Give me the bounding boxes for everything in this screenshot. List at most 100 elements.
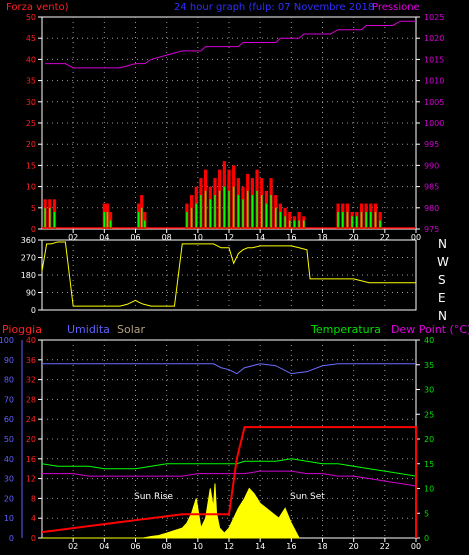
wind-avg-bar [137,212,140,229]
wind-avg-bar [237,195,240,229]
dewpoint-right-tick-label: 40 [424,336,434,345]
wind-avg-bar [209,199,212,229]
dir-left-tick-label: 270 [21,254,36,263]
wind-time-label: 22 [380,233,390,242]
wind-avg-bar [370,212,372,229]
wind-avg-bar [293,220,296,229]
climate-time-label: 22 [380,542,390,551]
wind-left-tick-label: 50 [26,13,36,22]
umidita-tick-label: 30 [4,475,14,484]
wind-time-label: 10 [193,233,203,242]
wind-avg-bar [288,220,291,229]
umidita-tick-label: 80 [4,376,14,385]
wind-avg-bar [200,195,202,229]
wind-avg-bar [228,190,230,229]
climate-time-label: 02 [68,542,78,551]
wind-avg-bar [302,220,305,229]
pioggia-tick-label: 16 [26,455,36,464]
umidita-tick-label: 90 [4,356,14,365]
climate-time-label: 08 [162,542,172,551]
direction-right-labels: N W S E N [437,237,449,323]
umidita-tick-label: 70 [4,395,14,404]
dewpoint-right-tick-label: 35 [424,361,434,370]
pioggia-tick-label: 12 [26,475,36,484]
direction-line [41,241,416,307]
wind-avg-bar [223,186,226,229]
wind-avg-bar [360,212,363,229]
header-right-label: Pressione [372,2,420,13]
wind-avg-bar [279,212,282,229]
wind-avg-bar [298,220,300,229]
dir-left-tick-label: 180 [21,271,36,280]
pressure-right-tick-label: 985 [424,183,439,192]
wind-gust-bar [143,212,147,229]
wind-time-label: 20 [349,233,359,242]
chart-marks: 0510152025303540455097598098599099510001… [0,13,444,551]
pioggia-tick-label: 40 [26,336,36,345]
wind-avg-bar [140,207,143,229]
wind-time-label: 04 [99,233,109,242]
wind-avg-bar [106,212,109,229]
pioggia-tick-label: 24 [26,415,36,424]
umidita-tick-label: 40 [4,455,14,464]
umidita-tick-label: 0 [9,534,14,543]
legend-umidita: Umidita [67,323,110,336]
wind-time-label: 02 [68,233,78,242]
wind-avg-bar [144,220,146,229]
annotation-sun-set: Sun Set [290,492,325,502]
pressure-right-tick-label: 1015 [424,55,444,64]
wind-avg-bar [270,195,272,229]
wind-time-label: 00 [411,233,421,242]
wind-avg-bar [186,212,188,229]
pressure-right-tick-label: 1005 [424,98,444,107]
wind-avg-bar [337,212,339,229]
wind-avg-bar [195,203,198,229]
wind-avg-bar [218,190,221,229]
solar-area [42,483,300,539]
dir-left-tick-label: 360 [21,236,36,245]
dewpoint-right-tick-label: 10 [424,485,434,494]
wind-time-label: 12 [224,233,234,242]
wind-left-tick-label: 35 [26,77,36,86]
legend-temperatura: Temperatura [310,323,381,336]
climate-time-label: 20 [349,542,359,551]
umidita-tick-label: 10 [4,514,14,523]
dir-label-s: S [438,273,446,287]
umidita-tick-label: 20 [4,494,14,503]
wind-avg-bar [346,212,349,229]
wind-avg-bar [103,212,106,229]
legend-solar: Solar [117,323,146,336]
dir-label-e: E [438,291,446,305]
dewpoint-line [42,470,417,487]
dewpoint-right-tick-label: 20 [424,435,434,444]
wind-avg-bar [256,190,258,229]
pressure-right-tick-label: 995 [424,140,439,149]
wind-avg-bar [232,186,235,229]
pressure-right-tick-label: 975 [424,225,439,234]
climate-time-label: 16 [286,542,296,551]
umidita-tick-label: 60 [4,415,14,424]
wind-left-tick-label: 15 [26,161,36,170]
dewpoint-right-tick-label: 5 [424,509,429,518]
wind-time-label: 16 [286,233,296,242]
dir-label-w: W [437,255,449,269]
wind-gust-bar [288,212,292,229]
pressure-right-tick-label: 1025 [424,13,444,22]
header-center-label: 24 hour graph (fulp: 07 Novembre 2018 [174,2,374,13]
wind-time-label: 08 [162,233,172,242]
wind-left-tick-label: 0 [31,225,36,234]
wind-avg-bar [351,216,353,229]
pressure-right-tick-label: 990 [424,161,439,170]
wind-left-tick-label: 10 [26,183,36,192]
pioggia-tick-label: 28 [26,395,36,404]
wind-gust-bar [378,212,382,229]
annotation-sun-rise: Sun Rise [134,492,173,502]
wind-left-tick-label: 45 [26,34,36,43]
dir-left-tick-label: 90 [26,289,36,298]
pioggia-tick-label: 32 [26,376,36,385]
wind-avg-bar [265,203,268,229]
climate-time-label: 12 [224,542,234,551]
climate-time-label: 10 [193,542,203,551]
wind-avg-bar [44,207,46,229]
